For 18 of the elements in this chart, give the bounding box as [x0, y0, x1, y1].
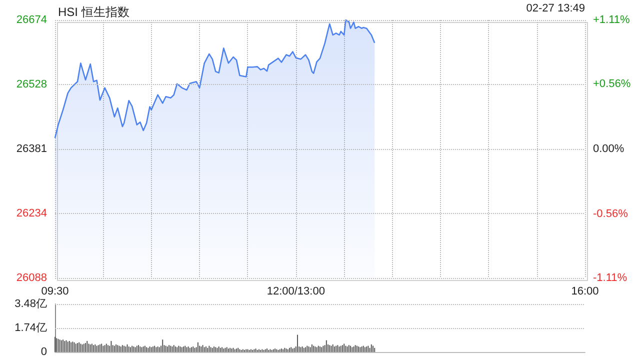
- y2-tick-label: -1.11%: [593, 272, 628, 284]
- y-tick-label: 0: [40, 346, 47, 358]
- y-tick-label: 26674: [16, 14, 47, 26]
- y-tick-label: 26528: [16, 78, 47, 90]
- text: 02-27 13:49: [526, 2, 585, 14]
- chart-title: HSI 恒生指数: [58, 5, 130, 19]
- y2-tick-label: +0.56%: [593, 78, 631, 90]
- x-tick-label: 16:00: [571, 286, 599, 298]
- y2-tick-label: -0.56%: [593, 208, 628, 220]
- y-tick-label: 1.74亿: [14, 322, 47, 334]
- y-tick-label: 26088: [16, 272, 47, 284]
- y-tick-label: 3.48亿: [14, 298, 47, 310]
- x-tick-label: 09:30: [41, 286, 69, 298]
- y-tick-label: 26234: [16, 208, 47, 220]
- y2-tick-label: 0.00%: [593, 143, 624, 155]
- y-tick-label: 26381: [16, 143, 47, 155]
- y2-tick-label: +1.11%: [593, 14, 630, 26]
- x-tick-label: 12:00/13:00: [266, 286, 325, 298]
